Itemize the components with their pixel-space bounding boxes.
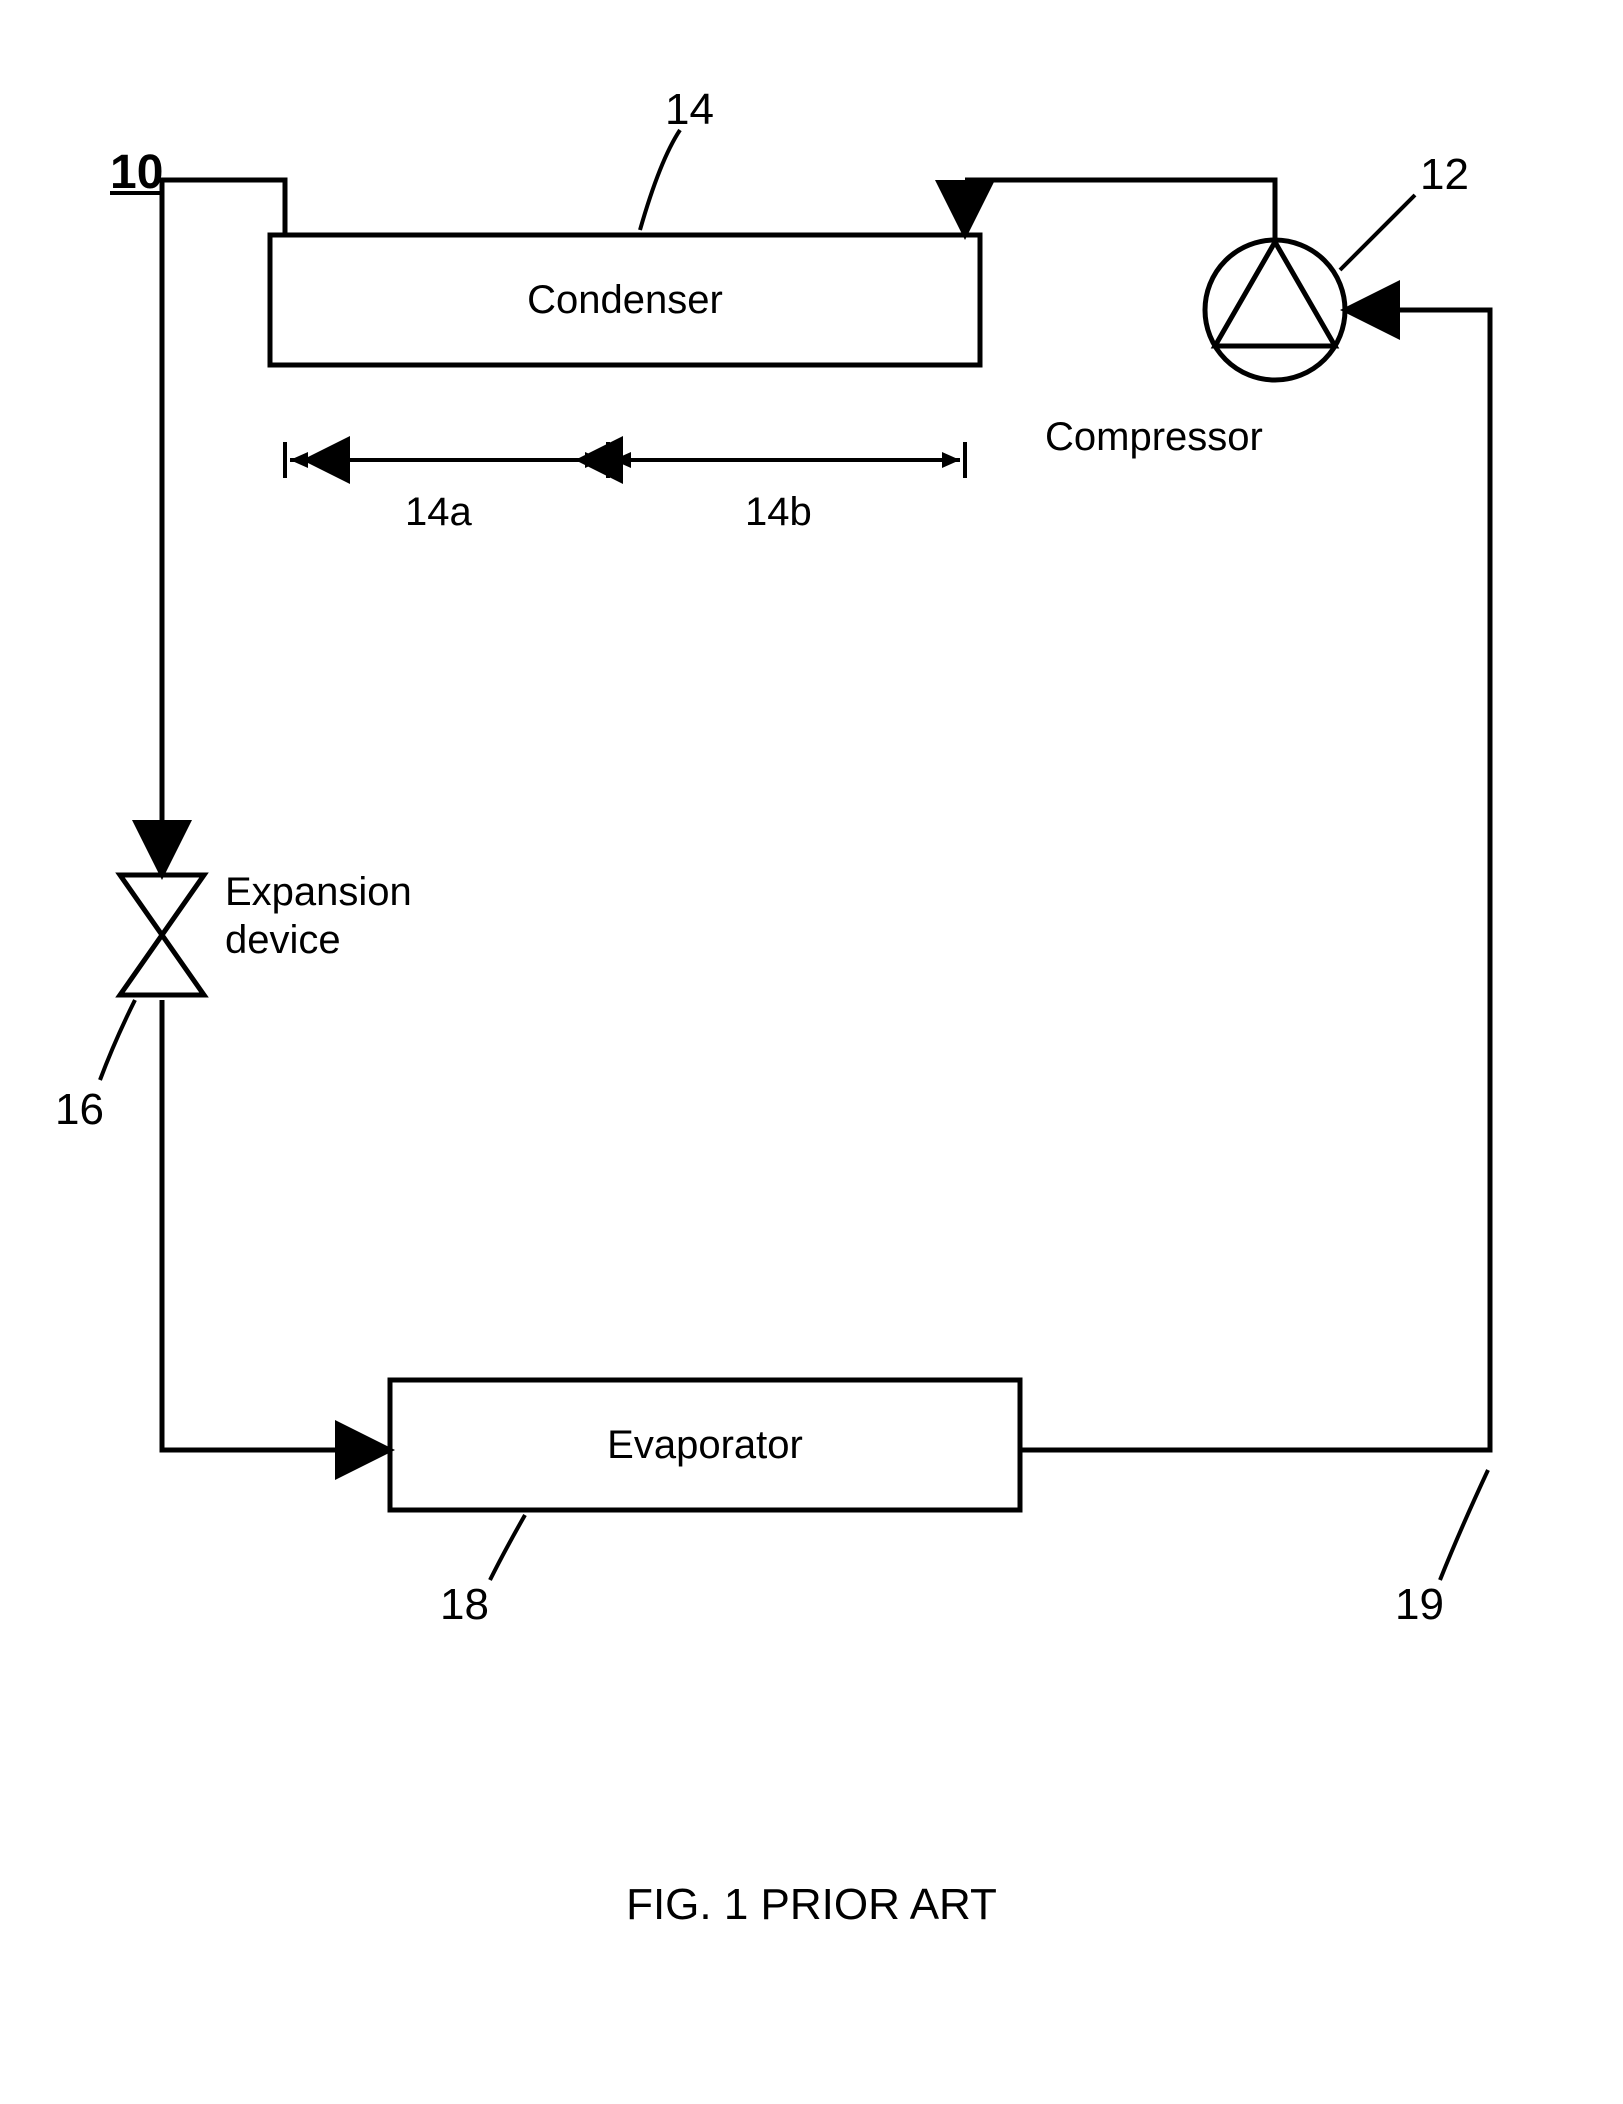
- line-compressor-to-condenser: [965, 180, 1275, 240]
- compressor-label: Compressor: [1045, 415, 1263, 460]
- condenser-label: Condenser: [270, 235, 980, 365]
- expansion-label-line2: device: [225, 918, 341, 963]
- figure-caption: FIG. 1 PRIOR ART: [0, 1880, 1623, 1930]
- evaporator-ref: 18: [440, 1580, 489, 1630]
- condenser-section-a-label: 14a: [405, 490, 472, 535]
- line-evaporator-to-compressor: [1020, 310, 1490, 1450]
- line-condenser-to-expansion: [162, 180, 285, 870]
- condenser-section-b-label: 14b: [745, 490, 812, 535]
- leader-18: [490, 1515, 525, 1580]
- line-expansion-to-evaporator: [162, 1000, 385, 1450]
- expansion-ref: 16: [55, 1085, 104, 1135]
- expansion-label-line1: Expansion: [225, 870, 412, 915]
- line-19-ref: 19: [1395, 1580, 1444, 1630]
- leader-12: [1340, 195, 1415, 270]
- evaporator-label: Evaporator: [390, 1380, 1020, 1510]
- diagram-page: 10: [0, 0, 1623, 2104]
- compressor-circle: [1205, 240, 1345, 380]
- leader-19: [1440, 1470, 1488, 1580]
- compressor-ref: 12: [1420, 150, 1469, 200]
- leader-16: [100, 1000, 135, 1080]
- condenser-ref: 14: [665, 85, 714, 135]
- expansion-valve-symbol: [120, 875, 204, 995]
- leader-14: [640, 130, 680, 230]
